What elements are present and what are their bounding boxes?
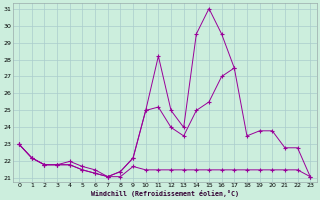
X-axis label: Windchill (Refroidissement éolien,°C): Windchill (Refroidissement éolien,°C) [91, 190, 239, 197]
